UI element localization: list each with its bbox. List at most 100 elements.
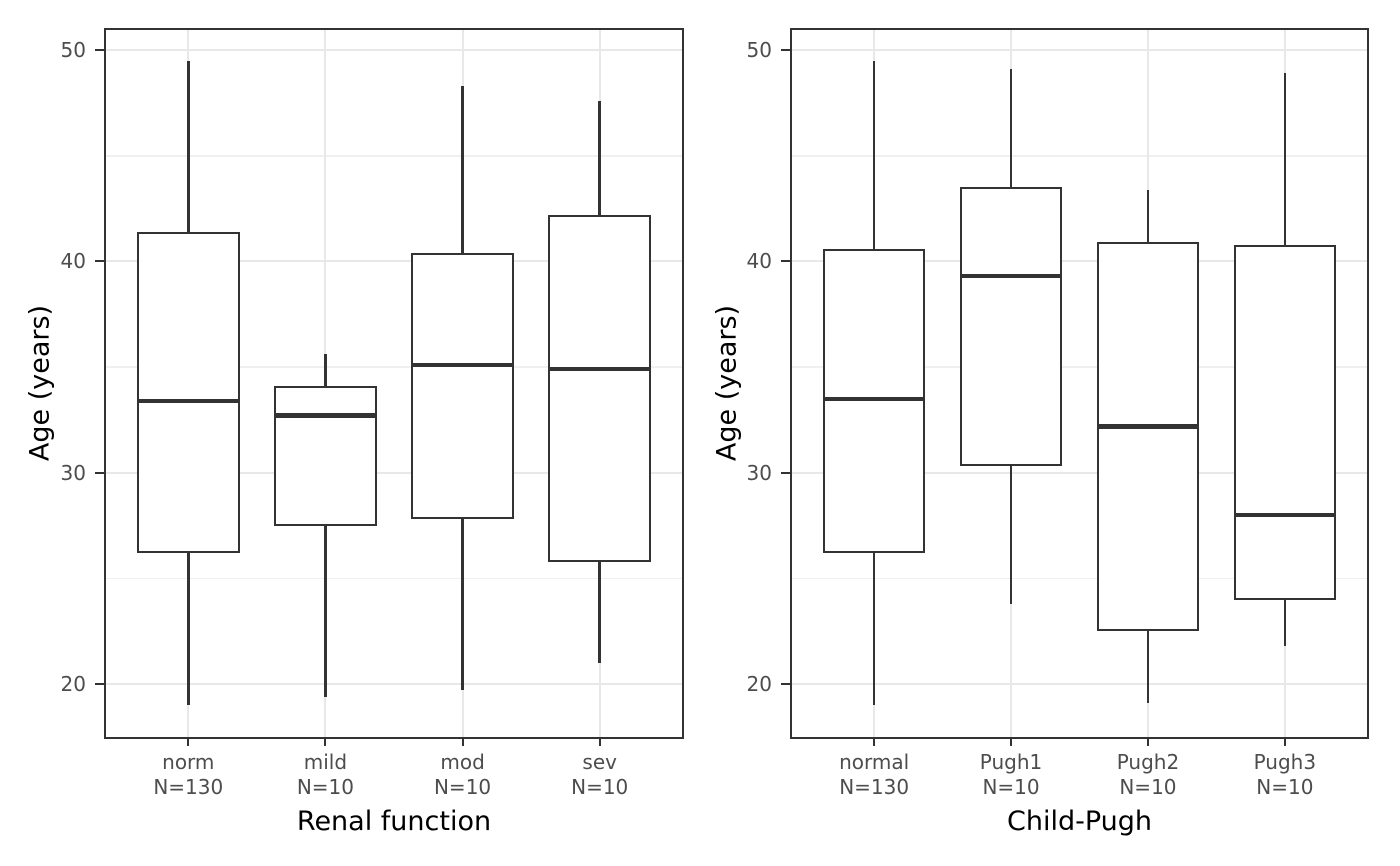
plot-panel (790, 28, 1369, 739)
median-line (822, 396, 926, 402)
x-category-count: N=130 (839, 775, 910, 799)
x-category-name: normal (839, 750, 910, 774)
x-category-count: N=10 (1119, 775, 1177, 799)
gridline-y-minor (792, 577, 1367, 580)
x-category-name: norm (162, 750, 215, 774)
whisker-lower (1146, 631, 1150, 704)
x-category-label: normal N=130 (789, 750, 959, 800)
x-category-count: N=10 (982, 775, 1040, 799)
whisker-lower (872, 553, 876, 706)
box (548, 214, 652, 562)
plot-renal-function: Age (years) Renal function 50 40 30 20 norm N… (24, 28, 685, 837)
gridline-y-minor (106, 577, 682, 580)
x-axis-tick (187, 739, 190, 746)
y-axis-tick (781, 683, 790, 686)
x-category-count: N=10 (1256, 775, 1314, 799)
x-category-label: Pugh2 N=10 (1063, 750, 1233, 800)
median-line (548, 366, 652, 372)
x-axis-tick (324, 739, 327, 746)
y-axis-tick (95, 471, 104, 474)
gridline-y-minor (792, 366, 1367, 368)
x-category-count: N=10 (296, 775, 354, 799)
y-axis-title: Age (years) (24, 304, 56, 462)
x-axis-tick (873, 739, 876, 746)
box (1096, 242, 1200, 632)
whisker-upper (1009, 69, 1013, 188)
x-axis-title: Child-Pugh (1006, 806, 1153, 837)
median-line (136, 398, 240, 404)
median-line (959, 273, 1063, 279)
x-category-name: Pugh2 (1116, 750, 1180, 774)
plot-child-pugh: Age (years) Child-Pugh 50 40 30 20 normal N=1… (700, 0, 1400, 866)
x-category-name: sev (582, 750, 617, 774)
whisker-lower (1283, 599, 1287, 647)
gridline-y-major (792, 260, 1367, 263)
y-axis-tick (95, 49, 104, 52)
gridline-y-major (106, 49, 682, 52)
y-tick-label: 40 (746, 249, 772, 274)
y-tick-label: 30 (746, 460, 772, 485)
x-category-label: Pugh3 N=10 (1200, 750, 1370, 800)
gridline-y-major (792, 683, 1367, 686)
x-category-name: Pugh1 (979, 750, 1043, 774)
box (959, 187, 1063, 467)
gridline-y-major (792, 471, 1367, 474)
x-category-label: mild N=10 (240, 750, 410, 800)
x-axis-tick (1146, 739, 1149, 746)
whisker-lower (598, 561, 601, 663)
x-category-label: sev N=10 (515, 750, 685, 800)
median-line (411, 362, 514, 368)
whisker-upper (1146, 189, 1150, 243)
y-tick-label: 50 (60, 38, 86, 63)
x-category-count: N=10 (433, 775, 492, 799)
whisker-upper (872, 60, 876, 249)
whisker-lower (324, 525, 327, 697)
x-category-label: mod N=10 (378, 750, 548, 800)
median-line (1233, 512, 1337, 518)
x-category-label: Pugh1 N=10 (926, 750, 1096, 800)
x-category-name: Pugh3 (1253, 750, 1317, 774)
x-axis-title: Renal function (296, 806, 492, 837)
y-axis-tick (95, 683, 104, 686)
gridline-y-minor (106, 155, 682, 157)
gridline-y-major (106, 471, 682, 474)
x-category-name: mild (303, 750, 348, 774)
x-axis-tick (461, 739, 464, 746)
y-tick-label: 50 (746, 38, 772, 63)
x-axis-tick (598, 739, 601, 746)
whisker-upper (461, 86, 464, 253)
x-category-label: norm N=130 (103, 750, 273, 800)
y-axis-tick (781, 260, 790, 263)
y-axis-tick (95, 260, 104, 263)
y-tick-label: 20 (60, 672, 86, 697)
y-tick-label: 30 (60, 460, 86, 485)
y-tick-label: 20 (746, 672, 772, 697)
y-axis-tick (781, 49, 790, 52)
x-category-count: N=10 (571, 775, 629, 799)
whisker-upper (324, 354, 327, 387)
median-line (274, 413, 377, 418)
gridline-y-minor (106, 366, 682, 368)
whisker-upper (1283, 73, 1287, 245)
box (411, 252, 514, 520)
median-line (1096, 424, 1200, 429)
box (136, 231, 240, 554)
x-category-count: N=130 (153, 775, 224, 799)
whisker-lower (1009, 466, 1013, 604)
x-axis-tick (1010, 739, 1013, 746)
x-axis-tick (1283, 739, 1286, 746)
gridline-y-major (106, 683, 682, 686)
whisker-lower (187, 553, 190, 706)
gridline-y-major (792, 49, 1367, 52)
box (1233, 244, 1337, 600)
whisker-lower (461, 519, 464, 691)
gridline-y-major (106, 260, 682, 263)
gridline-y-minor (792, 155, 1367, 157)
plot-panel (104, 28, 684, 739)
x-category-name: mod (440, 750, 485, 774)
whisker-upper (187, 60, 190, 232)
y-axis-title: Age (years) (711, 304, 743, 462)
whisker-upper (598, 100, 601, 215)
y-tick-label: 40 (60, 249, 86, 274)
